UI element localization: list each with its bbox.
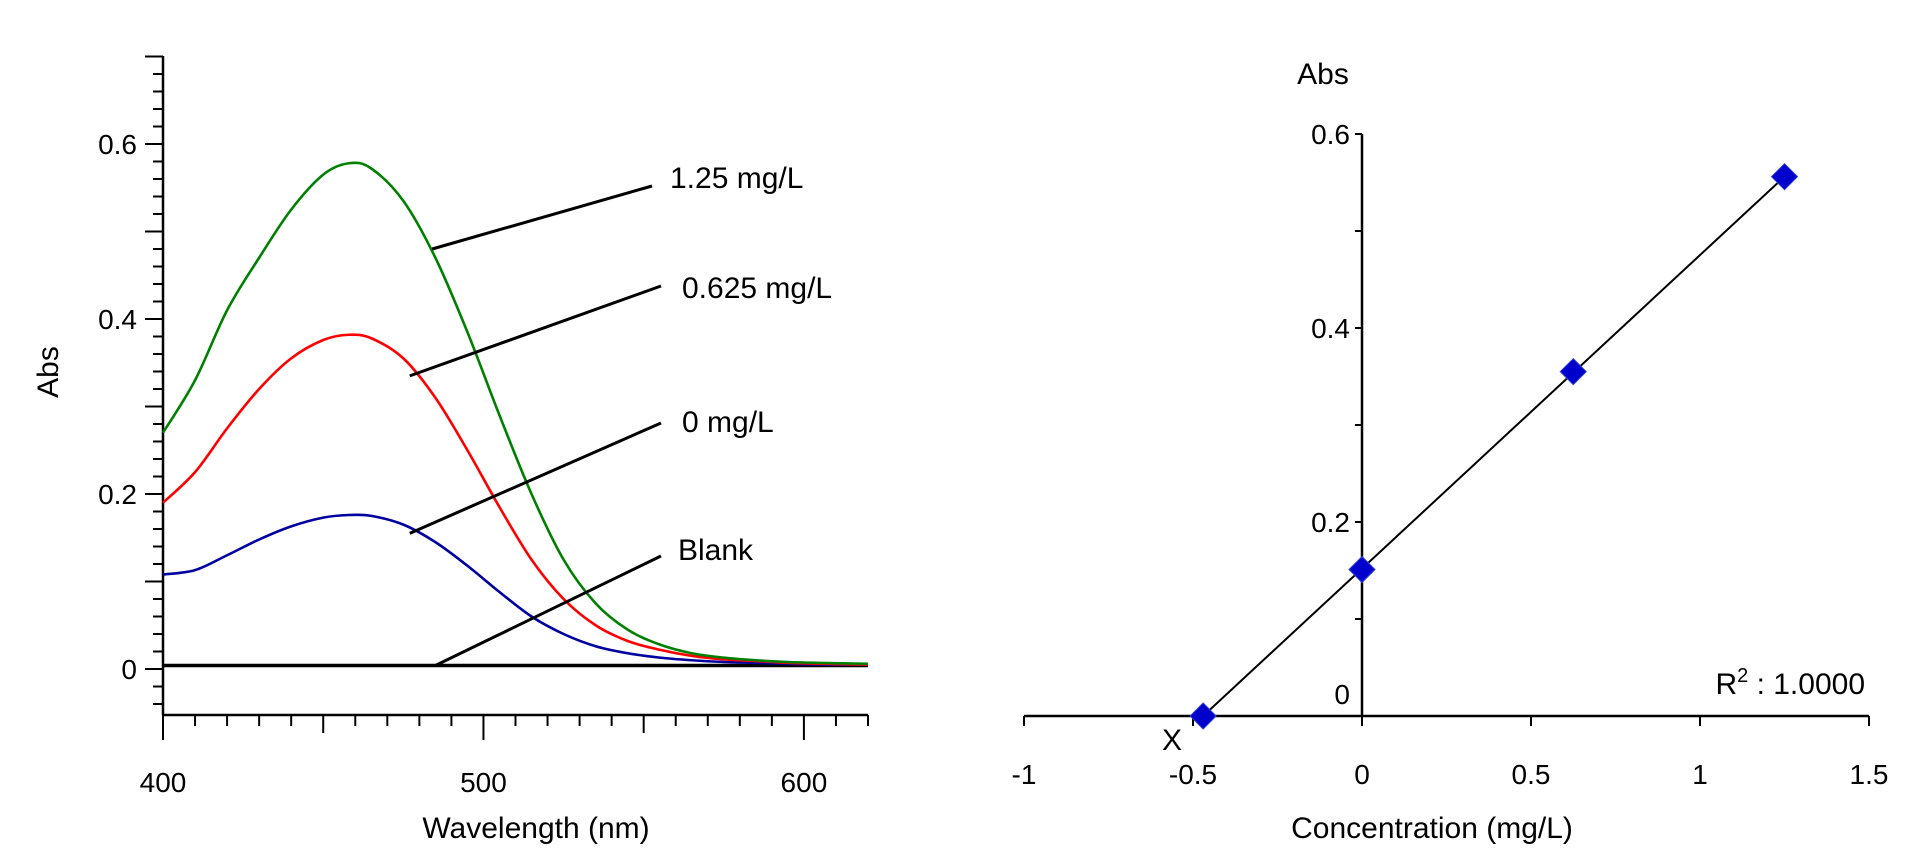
- spectra-axes: [161, 56, 868, 717]
- calibration-y-tick-label: 0: [1334, 679, 1350, 710]
- annotation-label: Blank: [678, 534, 754, 567]
- calibration-x-tick-label: 0: [1354, 759, 1370, 790]
- spectrum-line-0-mg-l: [162, 513, 869, 666]
- annotation-leader-line: [409, 421, 662, 535]
- spectra-y-tick-label: 0: [121, 654, 137, 685]
- spectra-y-tick-label: 0.2: [98, 479, 137, 510]
- calibration-point-diamond: [1189, 702, 1217, 730]
- calibration-y-axis-title: Abs: [1297, 58, 1349, 91]
- annotation-leader-line: [431, 184, 653, 251]
- spectra-y-tick-label: 0.4: [98, 304, 137, 335]
- calibration-x-tick-label: -0.5: [1169, 759, 1217, 790]
- spectra-y-axis-title: Abs: [32, 346, 65, 398]
- r-squared-label: R2 : 1.0000: [1715, 665, 1865, 701]
- spectra-series: [161, 161, 869, 668]
- spectrum-line-1-25-mg-l: [161, 161, 869, 666]
- calibration-y-tick-label: 0.6: [1311, 119, 1350, 150]
- annotation-label: 0.625 mg/L: [682, 272, 832, 305]
- spectra-y-tick-label: 0.6: [98, 129, 137, 160]
- annotation-label: 1.25 mg/L: [670, 162, 803, 195]
- annotation-leader-line: [434, 554, 662, 667]
- annotation-leader-line: [409, 284, 662, 378]
- calibration-fit-line: [1202, 175, 1786, 717]
- spectra-x-tick-label: 400: [140, 767, 187, 798]
- x-intercept-label: X: [1162, 724, 1182, 757]
- r-squared-value: : 1.0000: [1748, 668, 1865, 701]
- calibration-x-tick-label: 1.5: [1850, 759, 1889, 790]
- calibration-point-diamond: [1348, 555, 1376, 584]
- calibration-axes: [1024, 134, 1869, 718]
- spectra-annotations: 1.25 mg/L 0.625 mg/L 0 mg/L Blank: [409, 162, 832, 667]
- calibration-x-tick-label: 1: [1692, 759, 1708, 790]
- r-squared-superscript: 2: [1737, 665, 1748, 687]
- calibration-chart: -1 -0.5 0 0.5 1 1.5 0 0.2 0.4 0.6 Abs Concentrati…: [1012, 58, 1889, 845]
- calibration-point-diamond: [1770, 162, 1799, 191]
- r-squared-r: R: [1715, 668, 1737, 701]
- spectra-x-tick-label: 500: [460, 767, 507, 798]
- calibration-y-tick-label: 0.2: [1311, 507, 1350, 538]
- spectra-ticks: 0 0.2 0.4 0.6 400 500 600: [98, 55, 869, 798]
- calibration-x-tick-label: -1: [1012, 759, 1037, 790]
- calibration-y-tick-label: 0.4: [1311, 313, 1350, 344]
- spectra-x-axis-title: Wavelength (nm): [422, 812, 649, 845]
- calibration-ticks: -1 -0.5 0 0.5 1 1.5 0 0.2 0.4 0.6: [1012, 119, 1889, 790]
- calibration-points: [1189, 162, 1799, 730]
- spectrum-line-0-625-mg-l: [162, 333, 869, 666]
- calibration-x-tick-label: 0.5: [1512, 759, 1551, 790]
- spectra-x-tick-label: 600: [781, 767, 828, 798]
- calibration-fit: [1202, 175, 1786, 717]
- calibration-x-axis-title: Concentration (mg/L): [1291, 812, 1573, 845]
- annotation-label: 0 mg/L: [682, 406, 774, 439]
- calibration-point-diamond: [1559, 357, 1587, 386]
